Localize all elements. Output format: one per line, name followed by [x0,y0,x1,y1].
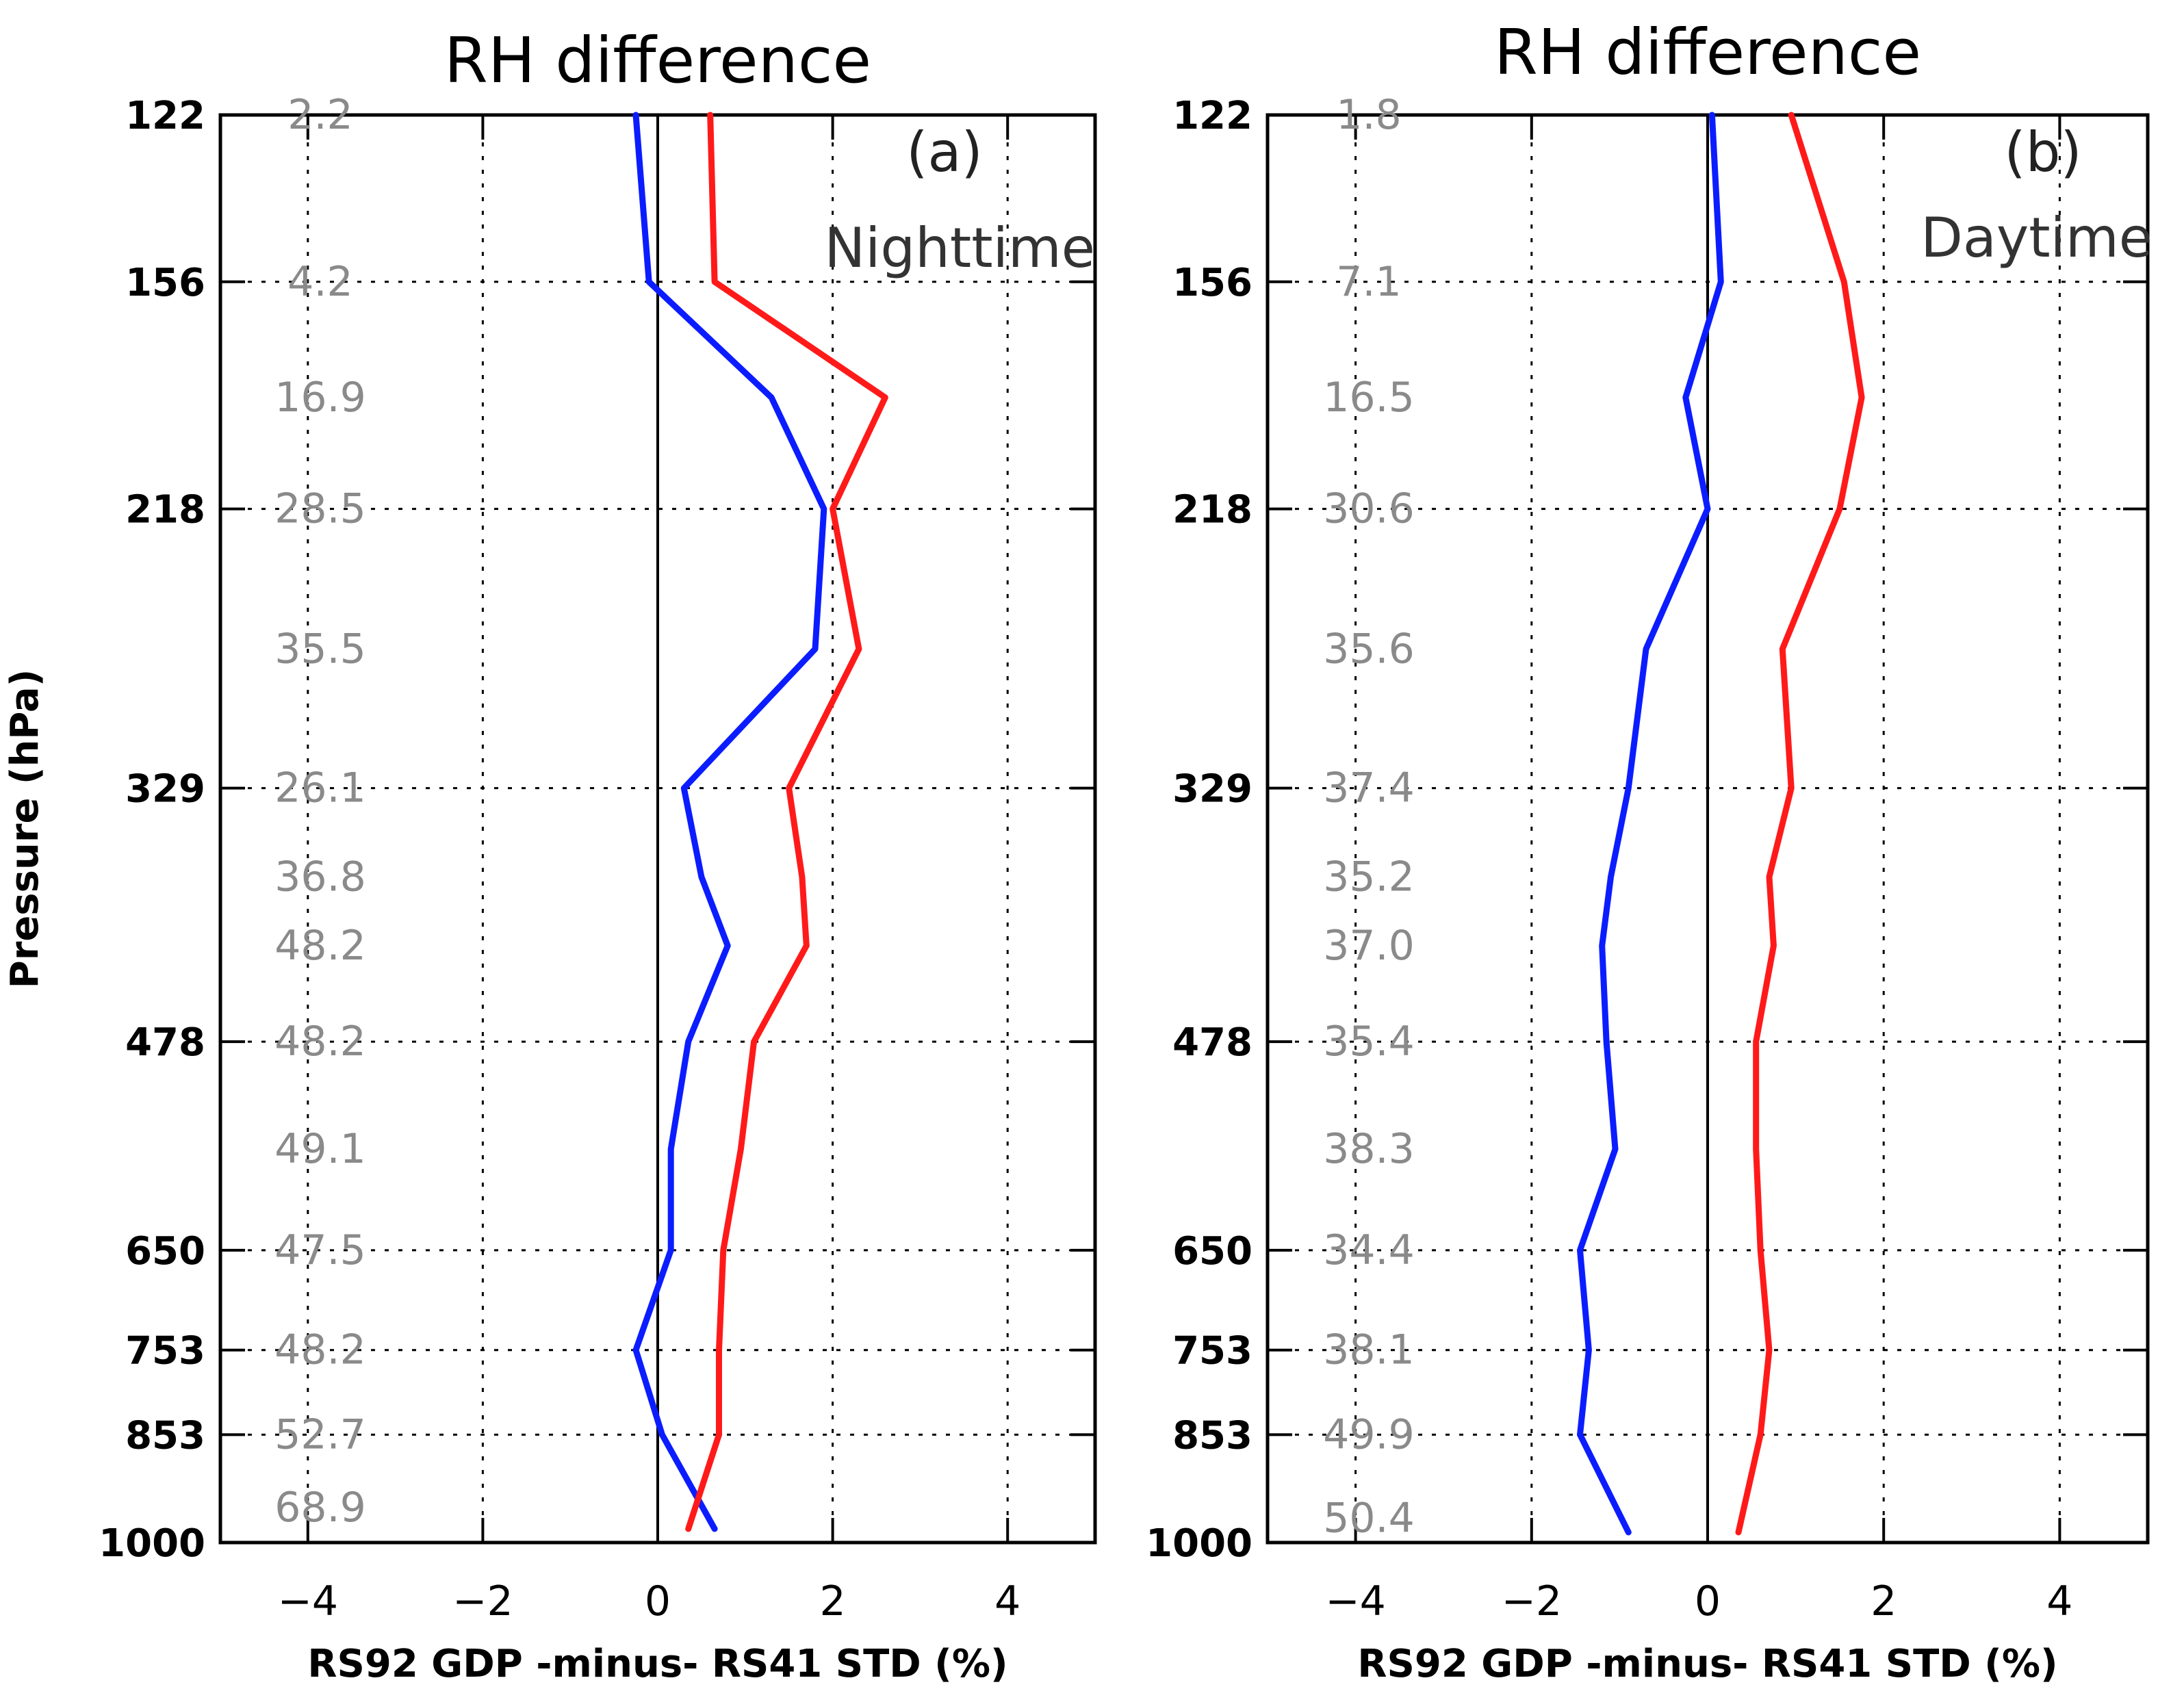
x-axis-label: RS92 GDP -minus- RS41 STD (%) [1357,1642,2057,1686]
series-line-red [1735,112,1865,1536]
y-tick-label: 329 [125,767,205,812]
y-tick-label: 1000 [1146,1521,1252,1566]
y-tick-label: 853 [125,1413,205,1458]
y-tick-label: 753 [1172,1329,1252,1374]
sample-count-label: 48.2 [274,922,366,970]
sample-count-label: 68.9 [274,1484,366,1532]
sample-count-label: 48.2 [274,1326,366,1374]
sample-count-label: 35.5 [274,625,366,673]
chart-title: RH difference [1494,16,1921,89]
y-tick-label: 478 [125,1020,205,1065]
sample-count-label: 37.4 [1323,764,1415,812]
x-tick-label: 4 [2046,1577,2072,1625]
sample-count-label: 49.9 [1323,1410,1415,1458]
y-tick-label: 853 [1172,1413,1252,1458]
sample-count-label: 16.5 [1323,374,1415,422]
panel-label: (b) [2004,120,2081,184]
sample-count-label: 37.0 [1323,922,1415,970]
x-tick-label: 0 [645,1577,671,1625]
sample-count-label: 52.7 [274,1410,366,1458]
series-line-blue [632,112,827,1532]
y-tick-label: 218 [1172,488,1252,532]
panel-label: (a) [906,120,982,184]
sample-count-label: 2.2 [287,91,352,139]
sample-count-label: 47.5 [274,1226,366,1274]
y-tick-label: 156 [125,261,205,305]
panel-b-daytime: RH difference 1.8 7.1 16.5 30.6 35.6 37.4 35.2 3… [1146,16,2153,1686]
sample-count-label: 34.4 [1323,1226,1415,1274]
panel-sublabel: Nighttime [824,216,1095,280]
series-line-red [685,112,888,1532]
series-line-blue [1577,112,1724,1536]
x-tick-label: −4 [278,1577,338,1625]
sample-count-label: 48.2 [274,1018,366,1066]
sample-count-label: 16.9 [274,374,366,422]
sample-count-label: 4.2 [287,258,352,306]
y-tick-label: 1000 [99,1521,205,1566]
y-tick-label: 122 [125,94,205,138]
sample-count-label: 49.1 [274,1125,366,1173]
sample-count-label: 7.1 [1336,258,1401,306]
panel-sublabel: Daytime [1920,206,2153,270]
sample-count-label: 28.5 [274,485,366,533]
y-tick-label: 650 [1172,1229,1252,1274]
x-tick-label: 4 [994,1577,1020,1625]
sample-count-label: 35.4 [1323,1018,1415,1066]
y-tick-label: 329 [1172,767,1252,812]
sample-count-label: 26.1 [274,764,366,812]
sample-count-label: 35.6 [1323,625,1415,673]
sample-count-label: 1.8 [1336,91,1401,139]
y-tick-label: 156 [1172,261,1252,305]
x-tick-label: 2 [1871,1577,1897,1625]
y-tick-label: 218 [125,488,205,532]
x-tick-label: −2 [1502,1577,1562,1625]
sample-count-label: 38.3 [1323,1125,1415,1173]
chart-title: RH difference [444,24,871,97]
y-tick-label: 650 [125,1229,205,1274]
x-tick-label: 2 [820,1577,846,1625]
sample-count-label: 30.6 [1323,485,1415,533]
sample-count-label: 38.1 [1323,1326,1415,1374]
x-axis-label: RS92 GDP -minus- RS41 STD (%) [307,1642,1007,1686]
y-tick-label: 478 [1172,1020,1252,1065]
sample-count-label: 50.4 [1323,1495,1415,1543]
y-tick-label: 753 [125,1329,205,1374]
sample-count-label: 36.8 [274,853,366,901]
panel-a-nighttime: RH difference 2.2 4.2 16.9 28.5 35.5 26.1 36.8 4… [3,24,1097,1686]
x-tick-label: 0 [1695,1577,1721,1625]
y-axis-label: Pressure (hPa) [3,669,47,989]
x-tick-label: −4 [1325,1577,1385,1625]
x-tick-label: −2 [452,1577,513,1625]
y-tick-label: 122 [1172,94,1252,138]
sample-count-label: 35.2 [1323,853,1415,901]
